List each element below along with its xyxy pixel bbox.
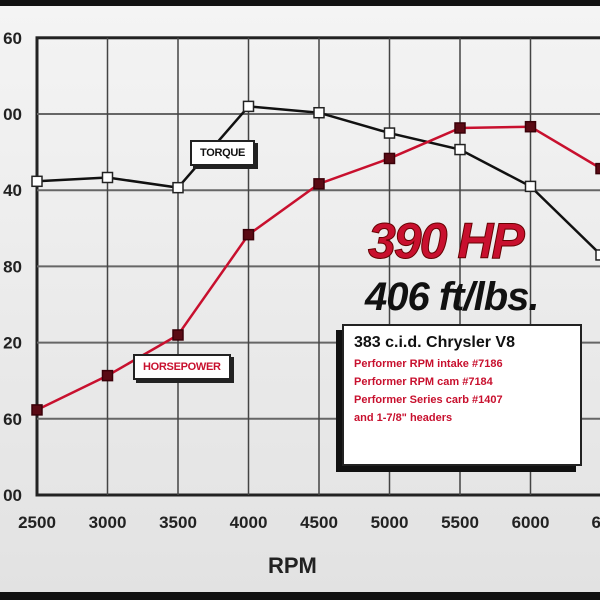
data-point-torque	[313, 106, 325, 119]
engine-spec-box: 383 c.i.d. Chrysler V8 Performer RPM int…	[342, 324, 582, 466]
x-tick-label: 3500	[159, 513, 197, 532]
spec-line: Performer RPM cam #7184	[354, 376, 493, 388]
data-point-torque	[383, 127, 396, 139]
data-point-horsepower	[595, 162, 600, 175]
torque-series-label: TORQUE	[190, 140, 256, 166]
hp-peak-annotation: 390 HP	[368, 213, 526, 270]
data-point-horsepower	[172, 329, 184, 341]
data-point-torque	[31, 175, 43, 188]
data-point-horsepower	[101, 369, 114, 382]
x-tick-label: 5500	[441, 513, 479, 532]
data-point-horsepower	[454, 122, 466, 134]
y-tick-label: 80	[3, 257, 22, 276]
spec-line: Performer RPM intake #7186	[354, 358, 503, 370]
data-point-horsepower	[242, 228, 255, 241]
x-tick-label: 3000	[89, 513, 127, 532]
y-tick-label: 00	[3, 105, 22, 124]
horsepower-series-label: HORSEPOWER	[133, 354, 231, 380]
torque-peak-annotation: 406 ft/lbs.	[365, 275, 540, 319]
x-tick-label: 4500	[300, 513, 338, 532]
data-point-torque	[172, 181, 184, 194]
data-point-horsepower	[383, 152, 396, 165]
y-tick-label: 60	[3, 410, 22, 429]
spec-title: 383 c.i.d. Chrysler V8	[354, 334, 515, 351]
bottom-frame	[0, 592, 600, 600]
data-point-horsepower	[313, 178, 325, 190]
data-point-torque	[595, 249, 600, 261]
spec-line: Performer Series carb #1407	[354, 394, 503, 406]
y-tick-label: 60	[3, 29, 22, 48]
data-point-horsepower	[524, 120, 537, 133]
data-point-torque	[242, 100, 255, 113]
x-tick-label: 2500	[18, 513, 56, 532]
top-frame	[0, 0, 600, 6]
data-point-torque	[454, 143, 466, 156]
x-tick-label: 65	[592, 513, 600, 532]
x-tick-label: 4000	[230, 513, 268, 532]
x-tick-label: 5000	[371, 513, 409, 532]
x-tick-label: 6000	[512, 513, 550, 532]
x-axis-title: RPM	[268, 553, 317, 578]
data-point-horsepower	[31, 404, 43, 416]
data-point-torque	[101, 171, 114, 184]
y-tick-label: 40	[3, 181, 22, 200]
data-point-torque	[524, 180, 537, 193]
y-tick-label: 20	[3, 334, 22, 353]
spec-line: and 1-7/8" headers	[354, 412, 453, 424]
y-tick-label: 00	[3, 486, 22, 505]
